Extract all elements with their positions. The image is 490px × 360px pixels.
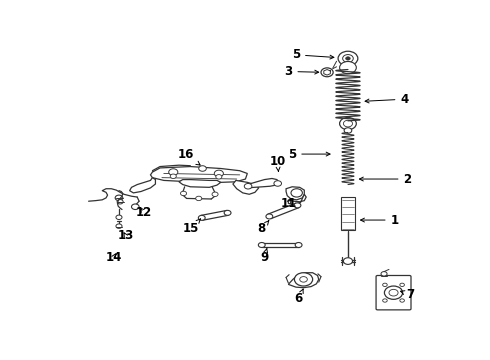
Text: 14: 14	[105, 251, 122, 264]
Circle shape	[389, 289, 398, 296]
Text: 8: 8	[258, 221, 269, 235]
Text: 16: 16	[177, 148, 200, 165]
Circle shape	[383, 283, 387, 287]
Circle shape	[258, 243, 265, 247]
Text: 12: 12	[136, 206, 152, 219]
Circle shape	[345, 57, 350, 60]
FancyBboxPatch shape	[376, 275, 411, 310]
Text: 5: 5	[292, 48, 334, 61]
Circle shape	[340, 62, 356, 74]
Circle shape	[383, 299, 387, 302]
Circle shape	[224, 210, 231, 215]
Polygon shape	[201, 211, 228, 220]
Circle shape	[338, 51, 358, 66]
Text: 4: 4	[365, 93, 409, 106]
Polygon shape	[233, 180, 259, 194]
Circle shape	[245, 184, 252, 189]
Polygon shape	[247, 179, 278, 188]
Circle shape	[294, 273, 313, 286]
Circle shape	[343, 120, 352, 127]
Circle shape	[169, 169, 178, 175]
Circle shape	[180, 191, 187, 195]
Circle shape	[266, 214, 273, 219]
Polygon shape	[268, 203, 299, 219]
Circle shape	[381, 271, 387, 276]
Text: 3: 3	[284, 65, 318, 78]
FancyBboxPatch shape	[341, 197, 355, 230]
Polygon shape	[129, 177, 155, 193]
Text: 13: 13	[118, 229, 134, 242]
Circle shape	[340, 117, 356, 130]
Circle shape	[343, 55, 353, 62]
Circle shape	[199, 166, 206, 171]
Circle shape	[291, 189, 302, 197]
Polygon shape	[262, 243, 298, 247]
Circle shape	[216, 175, 222, 179]
Text: 1: 1	[361, 213, 399, 226]
Circle shape	[198, 215, 205, 220]
Circle shape	[170, 174, 176, 179]
Text: 9: 9	[260, 248, 269, 264]
Text: 11: 11	[280, 197, 296, 210]
Circle shape	[321, 68, 333, 77]
Circle shape	[116, 215, 122, 220]
Circle shape	[300, 276, 307, 282]
Circle shape	[385, 286, 403, 299]
Polygon shape	[179, 180, 220, 187]
Circle shape	[400, 299, 404, 302]
Polygon shape	[288, 273, 319, 288]
Text: 7: 7	[400, 288, 415, 301]
Circle shape	[294, 203, 301, 208]
Polygon shape	[288, 194, 306, 204]
Text: 2: 2	[360, 172, 412, 185]
Circle shape	[214, 170, 223, 177]
Circle shape	[116, 224, 122, 228]
Circle shape	[117, 199, 123, 204]
Circle shape	[196, 196, 202, 201]
Circle shape	[295, 243, 302, 247]
Polygon shape	[286, 187, 304, 200]
Circle shape	[400, 283, 404, 287]
Circle shape	[344, 128, 352, 133]
Circle shape	[343, 258, 352, 264]
Polygon shape	[152, 165, 190, 174]
Circle shape	[274, 181, 282, 186]
Circle shape	[212, 192, 218, 197]
Circle shape	[115, 195, 123, 201]
Text: 5: 5	[288, 148, 330, 161]
Text: 10: 10	[270, 156, 286, 171]
Polygon shape	[150, 167, 247, 183]
Text: 15: 15	[183, 219, 200, 235]
Text: 6: 6	[294, 289, 303, 305]
Circle shape	[131, 204, 139, 210]
